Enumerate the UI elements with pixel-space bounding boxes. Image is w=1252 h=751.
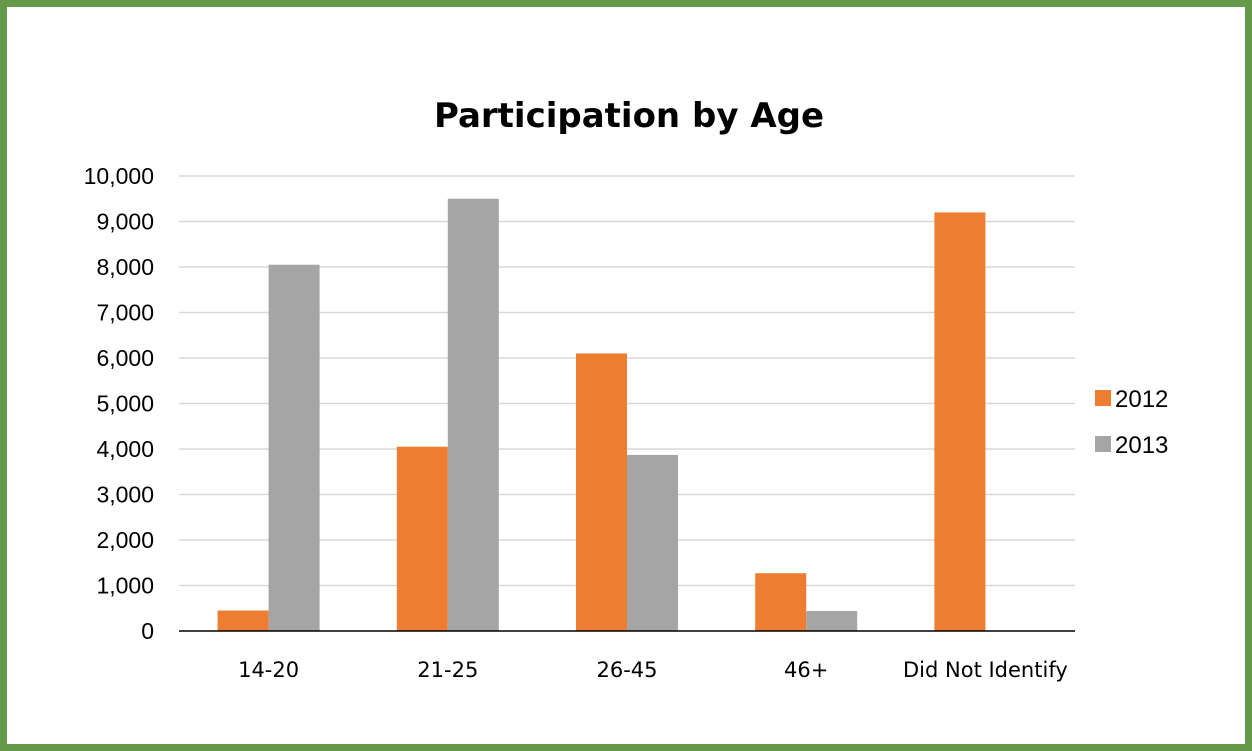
chart-title: Participation by Age: [434, 96, 824, 136]
bar-2013-21-25: [447, 198, 499, 631]
y-tick-label: 1,000: [96, 573, 154, 599]
bar-2013-46-: [806, 610, 858, 631]
x-tick-label: 26-45: [596, 658, 657, 682]
x-tick-label: 21-25: [417, 658, 478, 682]
legend: 2012 2013: [1095, 386, 1168, 459]
y-tick-label: 8,000: [96, 254, 154, 280]
bar-chart: Participation by Age 0 1,000 2,000 3,000 4,0…: [84, 96, 1169, 682]
bar-2013-26-45: [627, 454, 678, 631]
bars: [217, 198, 986, 631]
y-axis-ticks: 0 1,000 2,000 3,000 4,000 5,000 6,000 7,000 8,00…: [84, 163, 154, 644]
x-tick-label: 46+: [784, 658, 828, 682]
y-tick-label: 10,000: [84, 163, 154, 189]
legend-label-2013: 2013: [1115, 432, 1168, 459]
x-axis-ticks: 14-20 21-25 26-45 46+ Did Not Identify: [238, 658, 1068, 682]
x-tick-label: Did Not Identify: [903, 658, 1068, 682]
legend-label-2012: 2012: [1115, 386, 1168, 413]
legend-swatch-2013: [1095, 436, 1111, 452]
y-tick-label: 5,000: [96, 391, 154, 417]
y-tick-label: 2,000: [96, 527, 154, 553]
y-tick-label: 0: [141, 618, 154, 644]
y-tick-label: 6,000: [96, 345, 154, 371]
x-tick-label: 14-20: [238, 658, 299, 682]
bar-2012-26-45: [576, 353, 627, 631]
y-tick-label: 7,000: [96, 300, 154, 326]
y-tick-label: 9,000: [96, 209, 154, 235]
bar-2012-did-not-identify: [934, 212, 986, 631]
y-tick-label: 4,000: [96, 436, 154, 462]
bar-2012-14-20: [217, 610, 269, 631]
y-tick-label: 3,000: [96, 482, 154, 508]
bar-2013-14-20: [268, 264, 320, 631]
bar-2012-46-: [755, 573, 807, 631]
bar-2012-21-25: [396, 446, 448, 631]
legend-swatch-2012: [1095, 390, 1111, 406]
